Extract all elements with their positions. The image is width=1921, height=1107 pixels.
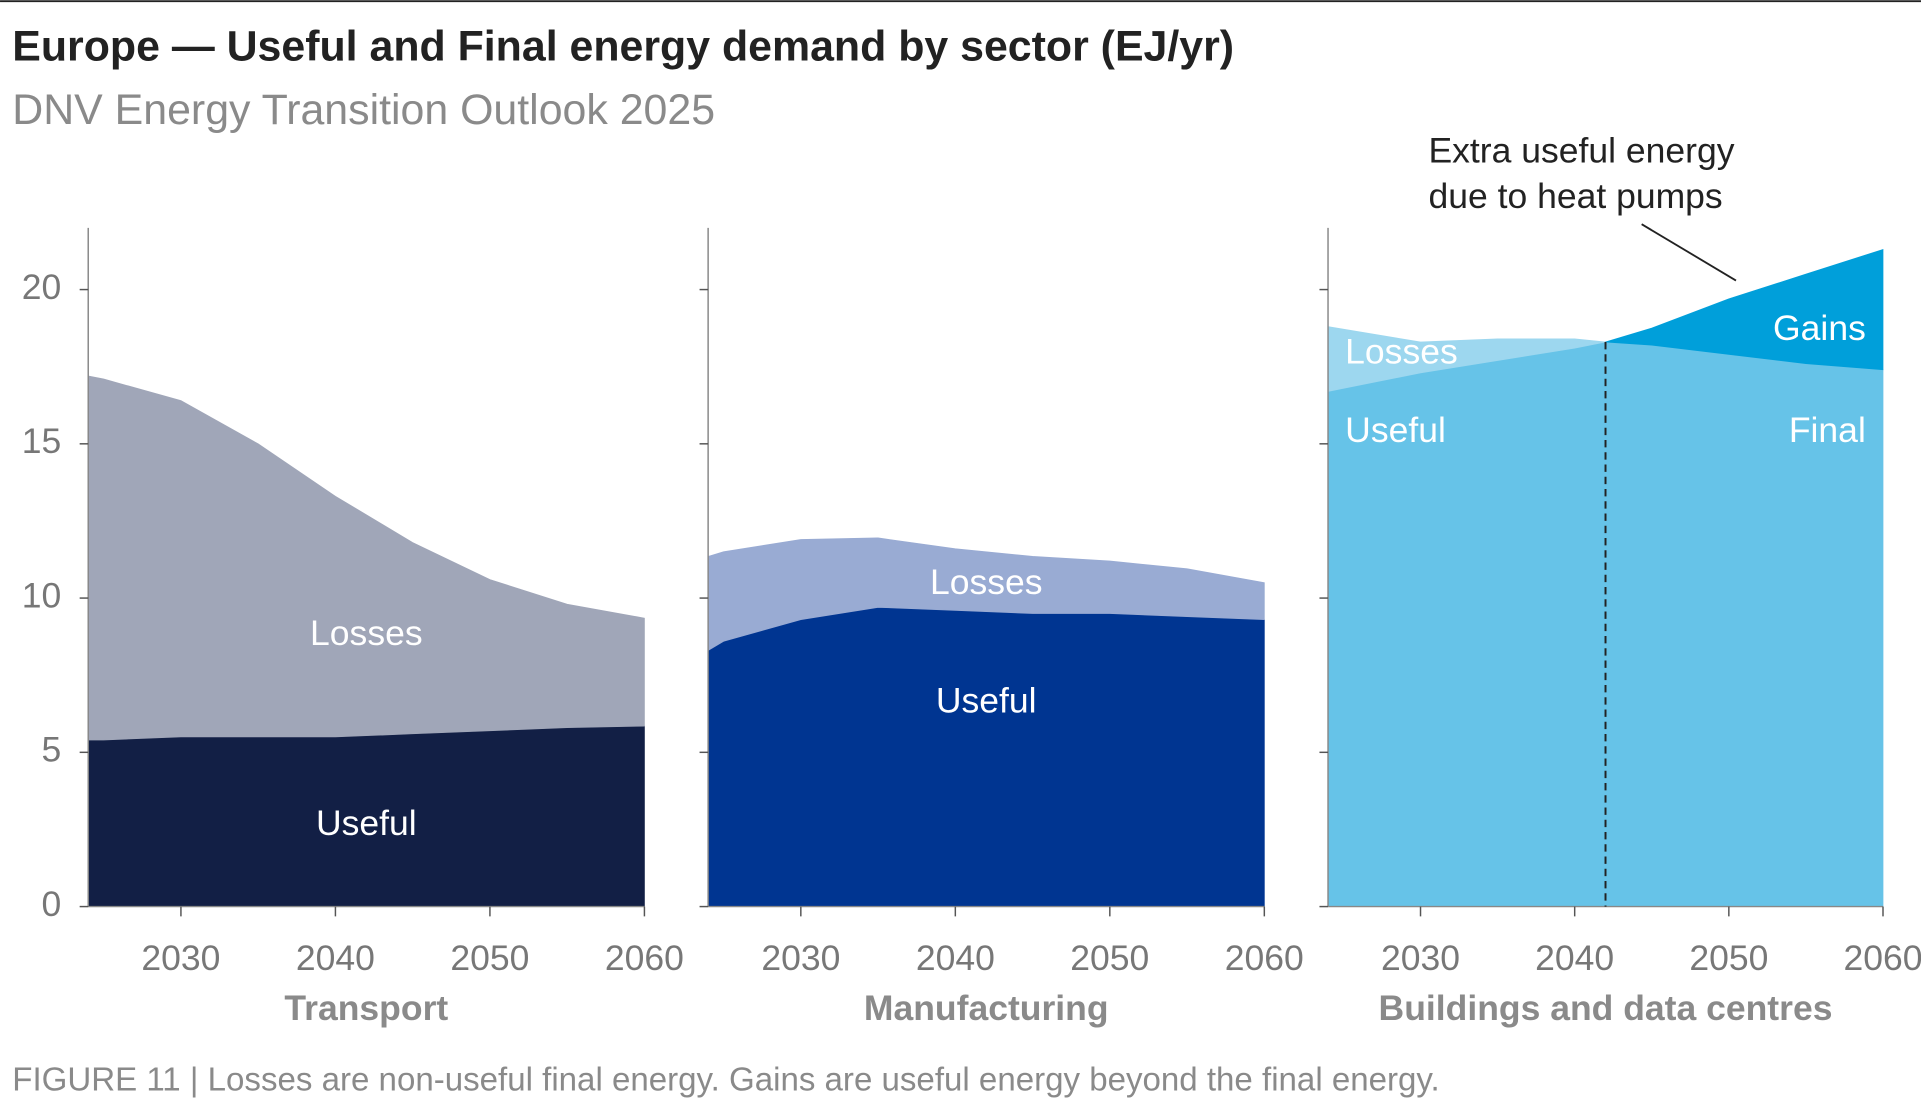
x-axis-label: Buildings and data centres: [1379, 988, 1833, 1028]
x-tick-label: 2030: [761, 938, 840, 978]
series-label: Gains: [1773, 308, 1866, 348]
series-label: Useful: [1345, 410, 1446, 450]
x-tick-label: 2050: [450, 938, 529, 978]
series-label: Losses: [930, 562, 1043, 602]
annotation: due to heat pumps: [1428, 176, 1722, 216]
x-tick-label: 2060: [605, 938, 684, 978]
x-tick-label: 2050: [1070, 938, 1149, 978]
area: [707, 537, 1265, 652]
x-tick-label: 2030: [1381, 938, 1460, 978]
y-tick-label: 15: [22, 421, 62, 461]
series-label: Losses: [1345, 331, 1458, 371]
annotation: Extra useful energy: [1428, 131, 1734, 171]
x-axis-label: Manufacturing: [864, 988, 1109, 1028]
area: [87, 375, 645, 741]
series-label: Final: [1789, 410, 1866, 450]
x-tick-label: 2040: [916, 938, 995, 978]
area: [1605, 248, 1884, 371]
x-tick-label: 2030: [141, 938, 220, 978]
y-tick-label: 20: [22, 267, 62, 307]
annotation-leader: [1641, 223, 1737, 282]
series-label: Losses: [310, 613, 423, 653]
y-tick-label: 0: [42, 884, 62, 924]
y-tick-label: 10: [22, 575, 62, 615]
series-label: Useful: [936, 681, 1037, 721]
chart-subtitle: DNV Energy Transition Outlook 2025: [12, 86, 715, 134]
x-tick-label: 2040: [296, 938, 375, 978]
x-tick-label: 2060: [1225, 938, 1304, 978]
x-tick-label: 2040: [1535, 938, 1614, 978]
x-tick-label: 2050: [1689, 938, 1768, 978]
x-axis-label: Transport: [284, 988, 448, 1028]
area: [1327, 326, 1606, 392]
y-tick-label: 5: [42, 730, 62, 770]
series-label: Useful: [316, 803, 417, 843]
chart-title: Europe — Useful and Final energy demand …: [12, 22, 1234, 70]
x-tick-label: 2060: [1843, 938, 1921, 978]
area: [707, 606, 1265, 907]
caption: FIGURE 11 | Losses are non-useful final …: [12, 1061, 1439, 1098]
